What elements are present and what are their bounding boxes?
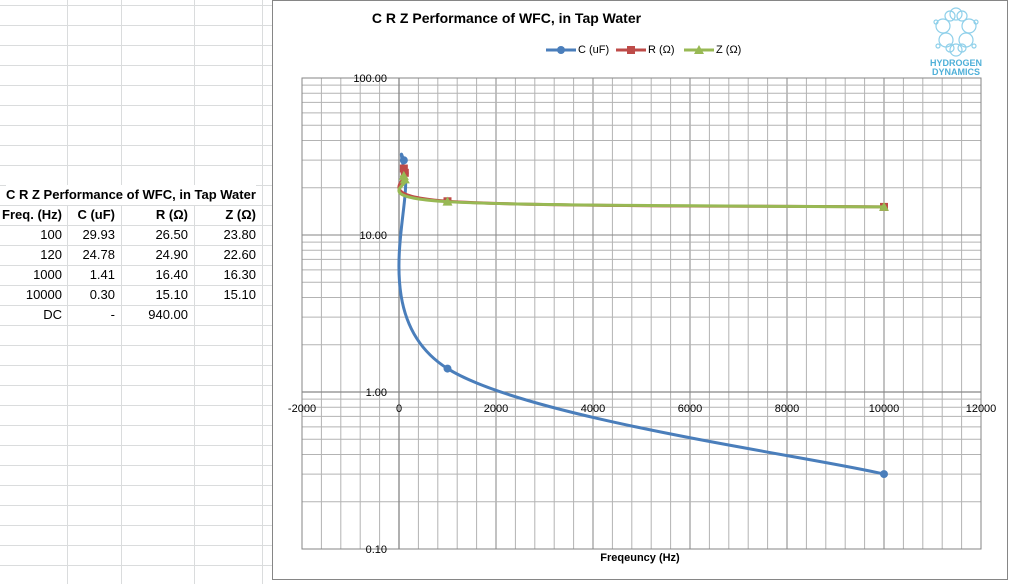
spreadsheet-grid[interactable]: C R Z Performance of WFC, in Tap Water F… xyxy=(0,0,272,584)
x-tick-label: 8000 xyxy=(775,403,799,415)
data-point-z xyxy=(399,174,410,184)
x-tick-label: 6000 xyxy=(678,403,702,415)
plot-border xyxy=(301,77,982,550)
legend-item-z: Z (Ω) xyxy=(684,44,741,56)
table-cell[interactable]: 940.00 xyxy=(148,307,188,322)
x-tick-label: -2000 xyxy=(288,403,316,415)
logo-text-line2: DYNAMICS xyxy=(931,67,980,77)
column-header[interactable]: C (uF) xyxy=(77,207,115,222)
y-tick-label: 10.00 xyxy=(359,230,387,242)
y-tick-label: 0.10 xyxy=(366,544,387,556)
legend-label-c: C (uF) xyxy=(578,44,610,56)
column-divider xyxy=(262,0,263,584)
data-point-c xyxy=(443,364,452,373)
column-header[interactable]: R (Ω) xyxy=(155,207,188,222)
table-cell[interactable]: 100 xyxy=(40,227,62,242)
table-cell[interactable]: 29.93 xyxy=(82,227,115,242)
table-cell[interactable]: 24.78 xyxy=(82,247,115,262)
series-line-2 xyxy=(397,174,886,209)
column-header[interactable]: Z (Ω) xyxy=(225,207,256,222)
x-tick-label: 0 xyxy=(396,403,402,415)
y-tick-label: 1.00 xyxy=(366,387,387,399)
data-point-r xyxy=(399,164,408,173)
column-divider xyxy=(67,0,68,584)
legend-label-r: R (Ω) xyxy=(648,44,675,56)
column-divider xyxy=(194,0,195,584)
table-title[interactable]: C R Z Performance of WFC, in Tap Water xyxy=(6,185,256,205)
table-cell[interactable]: 24.90 xyxy=(155,247,188,262)
table-cell[interactable]: 16.30 xyxy=(223,267,256,282)
logo-text-line1: HYDROGEN xyxy=(929,58,982,68)
legend-item-r: R (Ω) xyxy=(616,44,675,56)
data-point-z xyxy=(442,196,453,206)
table-cell[interactable]: DC xyxy=(43,307,62,322)
x-tick-label: 2000 xyxy=(484,403,508,415)
table-cell[interactable]: 1.41 xyxy=(89,267,115,282)
x-tick-label: 12000 xyxy=(966,403,997,415)
legend-item-c: C (uF) xyxy=(546,44,609,56)
table-cell[interactable]: 1000 xyxy=(33,267,62,282)
hydrogen-dynamics-logo-icon xyxy=(933,7,979,57)
data-point-z xyxy=(879,201,889,211)
table-cell[interactable]: 22.60 xyxy=(223,247,256,262)
x-tick-label: 4000 xyxy=(581,403,605,415)
table-cell[interactable]: 15.10 xyxy=(155,287,188,302)
chart-title: C R Z Performance of WFC, in Tap Water xyxy=(371,10,642,26)
column-header[interactable]: Freq. (Hz) xyxy=(2,207,62,222)
y-tick-label: 100.00 xyxy=(353,73,387,85)
data-point-c xyxy=(880,470,888,479)
chart-area[interactable] xyxy=(272,0,1008,580)
table-cell[interactable]: - xyxy=(110,307,115,322)
table-cell[interactable]: 15.10 xyxy=(223,287,256,302)
column-divider xyxy=(121,0,122,584)
x-tick-label: 10000 xyxy=(869,403,900,415)
table-cell[interactable]: 26.50 xyxy=(155,227,188,242)
table-cell[interactable]: 0.30 xyxy=(89,287,115,302)
table-cell[interactable]: 23.80 xyxy=(223,227,256,242)
x-axis-label: Freqeuncy (Hz) xyxy=(600,552,680,564)
legend-label-z: Z (Ω) xyxy=(716,44,742,56)
data-point-c xyxy=(399,156,408,165)
table-cell[interactable]: 16.40 xyxy=(155,267,188,282)
table-cell[interactable]: 120 xyxy=(40,247,62,262)
table-cell[interactable]: 10000 xyxy=(25,287,62,302)
